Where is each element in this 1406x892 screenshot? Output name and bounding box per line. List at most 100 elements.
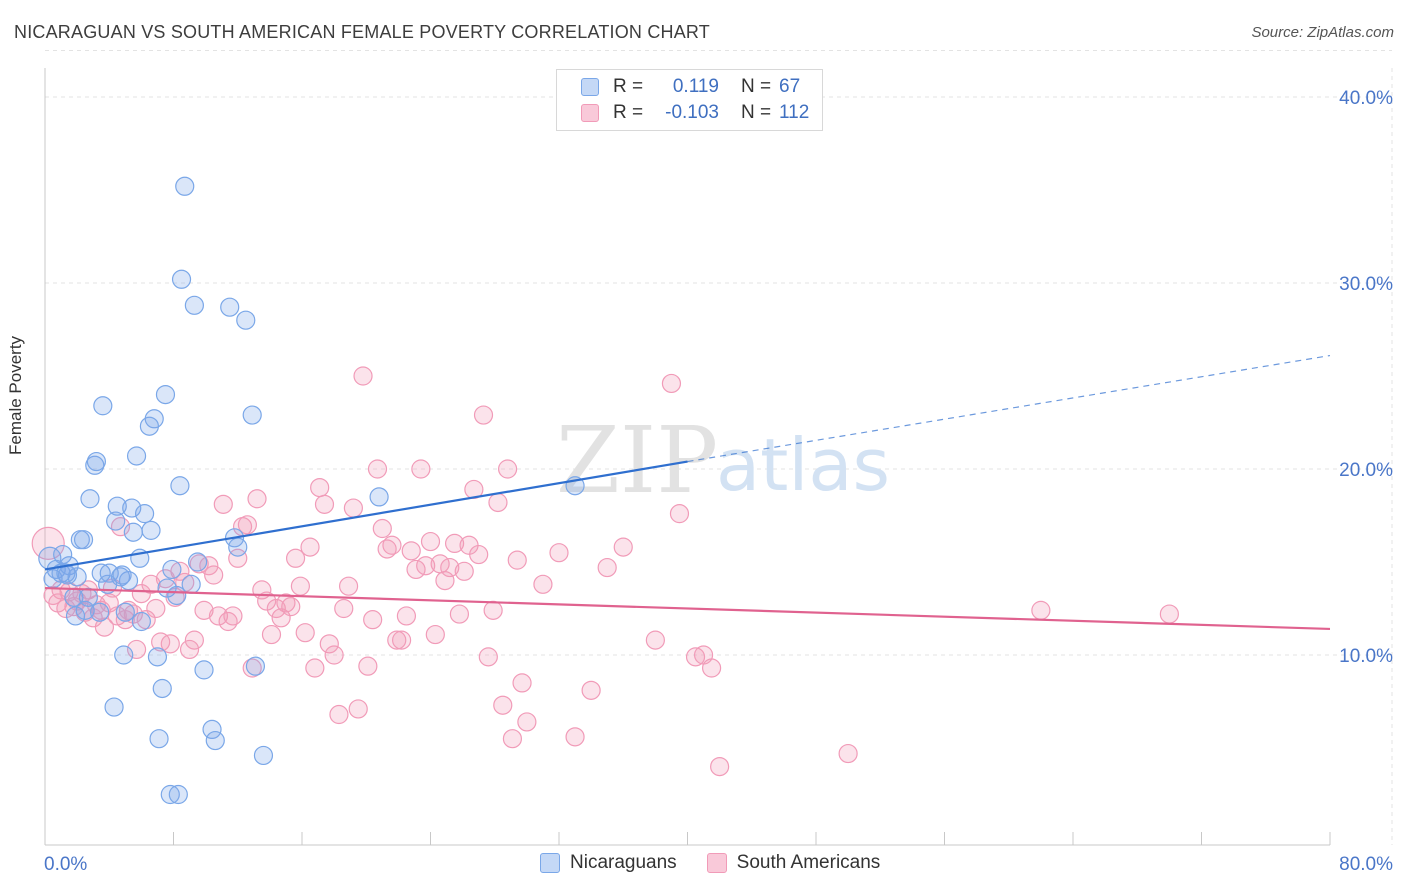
x-tick-label: 80.0%: [1339, 854, 1393, 875]
point-south-americans: [343, 498, 363, 518]
point-south-americans: [454, 561, 474, 581]
point-south-americans: [498, 459, 518, 479]
point-south-americans: [319, 634, 339, 654]
point-south-americans: [391, 630, 412, 650]
point-nicaraguans: [67, 567, 87, 587]
legend-item-nicaraguans: Nicaraguans: [540, 852, 677, 874]
point-south-americans: [597, 557, 617, 578]
point-nicaraguans: [123, 522, 143, 542]
point-south-americans: [396, 606, 417, 626]
watermark-atlas: atlas: [716, 423, 890, 507]
point-nicaraguans: [162, 559, 182, 580]
point-nicaraguans: [106, 511, 126, 531]
legend-item-south-americans: South Americans: [706, 852, 880, 874]
point-south-americans: [838, 743, 858, 764]
point-nicaraguans: [205, 730, 225, 751]
point-south-americans: [661, 373, 682, 394]
point-south-americans: [613, 537, 633, 557]
legend-r-value: 0.119: [672, 76, 719, 97]
point-nicaraguans: [160, 784, 180, 805]
point-south-americans: [56, 598, 76, 619]
point-south-americans: [502, 729, 523, 749]
point-south-americans: [406, 559, 426, 580]
point-nicaraguans: [78, 587, 98, 607]
point-south-americans: [685, 647, 706, 667]
point-south-americans: [372, 518, 392, 539]
data-points: [31, 176, 1179, 805]
point-south-americans: [237, 515, 257, 535]
point-south-americans: [338, 576, 359, 596]
legend-r-value: -0.103: [665, 102, 719, 123]
point-nicaraguans: [220, 297, 240, 317]
point-south-americans: [387, 630, 407, 650]
point-south-americans: [358, 656, 378, 676]
legend-label-nicaraguans: Nicaraguans: [570, 852, 677, 873]
legend-n-value: 67: [779, 76, 801, 97]
point-nicaraguans: [167, 585, 187, 606]
point-nicaraguans: [86, 451, 107, 472]
trend-lines: [44, 354, 1331, 631]
point-nicaraguans: [139, 416, 160, 436]
legend-r-label: R =: [613, 76, 644, 97]
point-south-americans: [411, 459, 431, 479]
point-nicaraguans: [93, 396, 113, 416]
point-south-americans: [444, 533, 465, 554]
y-tick-label: 20.0%: [1339, 460, 1393, 481]
point-south-americans: [184, 630, 204, 650]
watermark-zip: ZIP: [556, 407, 718, 514]
trend-line-nicaraguans: [44, 460, 688, 571]
point-south-americans: [478, 647, 498, 667]
point-nicaraguans: [115, 602, 135, 622]
point-south-americans: [290, 576, 310, 596]
point-nicaraguans: [181, 574, 201, 594]
point-south-americans: [257, 591, 277, 611]
trend-line-nicaraguans-extension: [687, 354, 1331, 463]
point-south-americans: [533, 574, 553, 594]
point-nicaraguans: [245, 656, 266, 676]
point-nicaraguans: [187, 552, 208, 572]
point-south-americans: [228, 548, 248, 568]
point-nicaraguans: [369, 487, 389, 507]
point-south-americans: [549, 543, 569, 563]
point-nicaraguans: [56, 563, 76, 583]
point-nicaraguans: [114, 645, 134, 665]
point-south-americans: [295, 623, 315, 643]
point-nicaraguans: [91, 563, 111, 583]
point-nicaraguans: [53, 544, 73, 565]
point-south-americans: [329, 704, 349, 725]
point-south-americans: [1031, 600, 1051, 620]
source-label: Source: ZipAtlas.com: [1251, 24, 1394, 41]
point-nicaraguans: [171, 269, 192, 289]
point-nicaraguans: [80, 489, 100, 509]
point-south-americans: [285, 548, 306, 568]
point-nicaraguans: [90, 602, 110, 622]
stats-legend: R = 0.119 N = 67 R = -0.103 N = 112: [556, 69, 823, 131]
point-south-americans: [353, 366, 373, 386]
point-south-americans: [199, 556, 219, 576]
point-south-americans: [701, 658, 722, 678]
point-nicaraguans: [168, 784, 188, 805]
point-south-americans: [223, 606, 243, 626]
point-south-americans: [266, 598, 286, 619]
point-south-americans: [473, 405, 494, 425]
point-south-americans: [141, 574, 161, 594]
x-tick-label: 0.0%: [44, 854, 87, 875]
point-nicaraguans: [51, 563, 71, 583]
point-south-americans: [242, 658, 262, 678]
point-south-americans: [425, 624, 445, 645]
point-south-americans: [151, 632, 171, 652]
point-nicaraguans: [202, 719, 222, 740]
y-tick-label: 10.0%: [1339, 646, 1393, 667]
point-south-americans: [160, 634, 180, 654]
point-south-americans: [488, 492, 508, 513]
legend-swatch-south-americans: [706, 853, 727, 873]
point-south-americans: [416, 556, 436, 576]
point-south-americans: [334, 598, 354, 619]
point-south-americans: [281, 597, 301, 617]
chart-title: NICARAGUAN VS SOUTH AMERICAN FEMALE POVE…: [14, 22, 710, 42]
legend-r-label: R =: [613, 102, 644, 123]
point-south-americans: [483, 600, 503, 620]
point-south-americans: [208, 606, 229, 626]
legend-n-label: N =: [741, 76, 772, 97]
legend-row-nicaraguans: R = 0.119 N = 67: [581, 74, 800, 100]
